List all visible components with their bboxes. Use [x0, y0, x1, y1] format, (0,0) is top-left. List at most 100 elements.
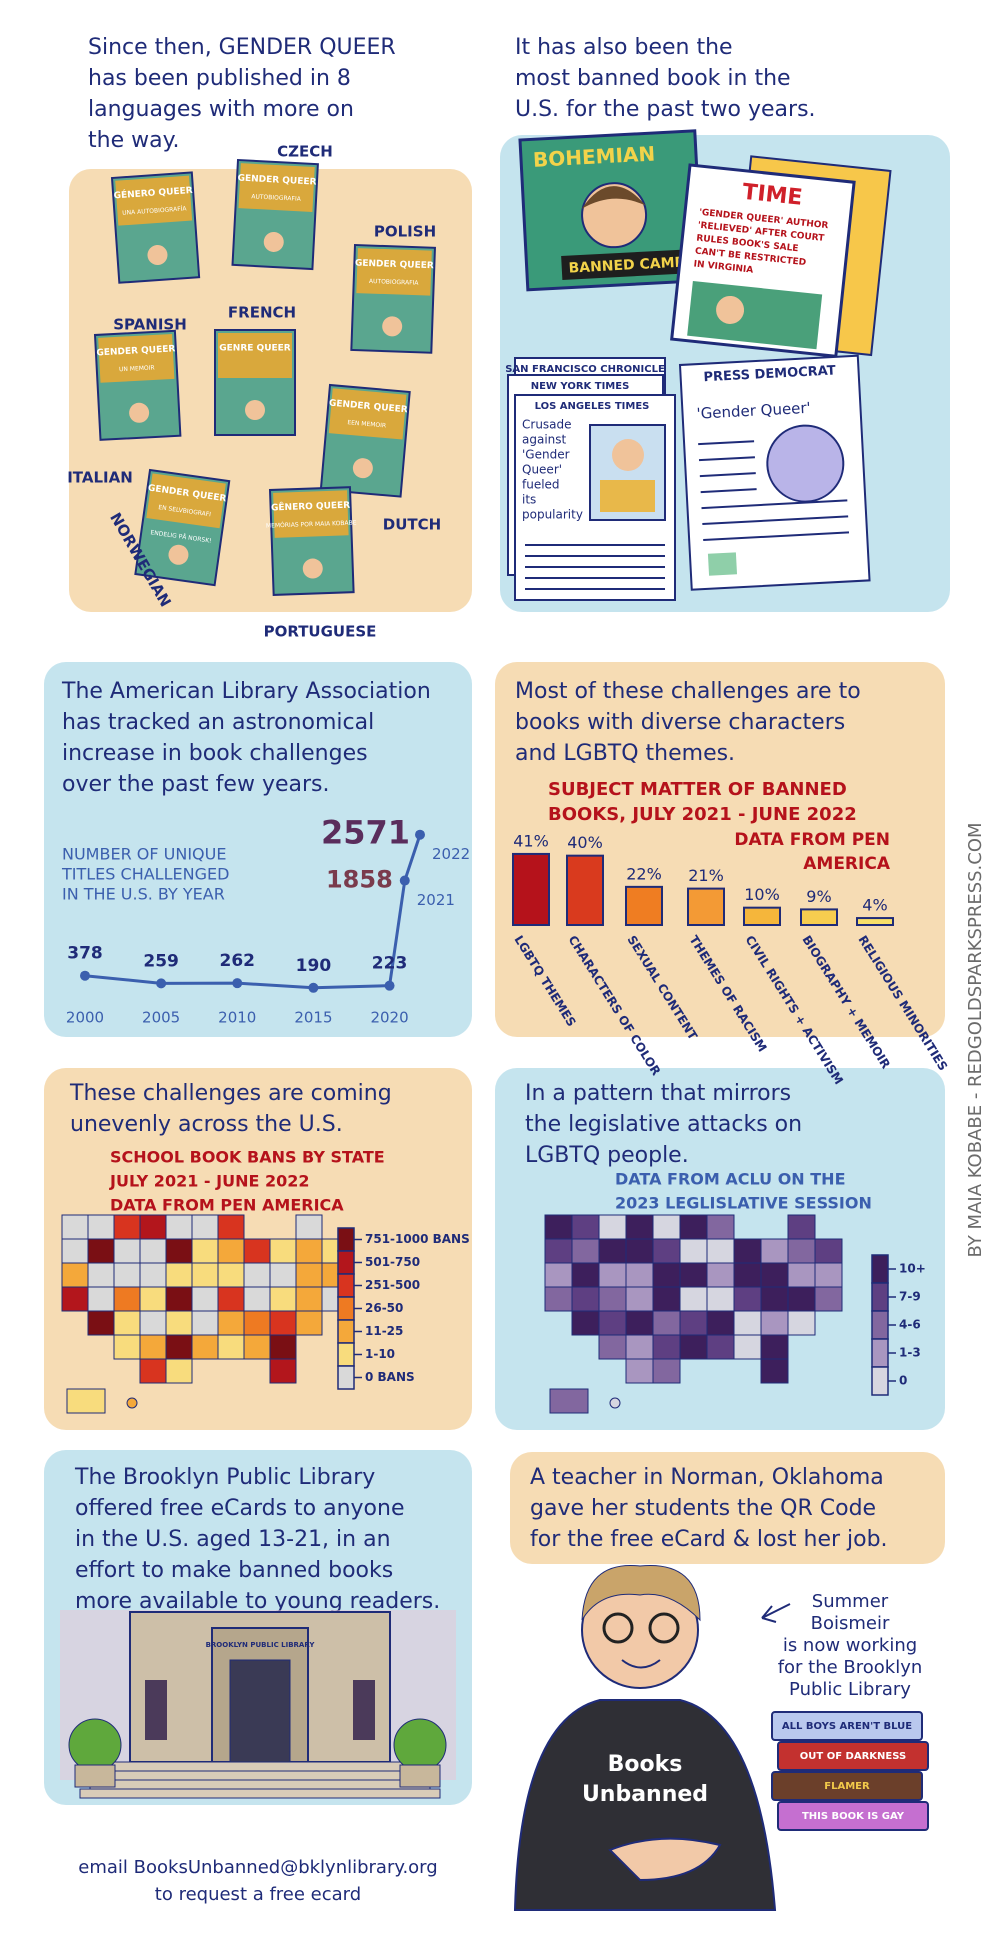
state: [269, 1262, 297, 1288]
book-title: THIS BOOK IS GAY: [802, 1811, 905, 1822]
arrow: [761, 1603, 791, 1623]
legend-swatch: [871, 1310, 889, 1340]
print-line: [700, 488, 757, 494]
state: [544, 1286, 573, 1312]
language-label: ITALIAN: [67, 469, 133, 487]
legend-swatch: [871, 1282, 889, 1312]
state: [652, 1238, 681, 1264]
legend-label: 0: [899, 1374, 907, 1388]
value-label: 262: [220, 951, 256, 971]
state: [165, 1238, 193, 1264]
value-label: 190: [296, 956, 332, 976]
cover-sky: [356, 248, 432, 296]
book-cover: GENDER QUEER UN MEMOIR: [93, 329, 182, 441]
state: [165, 1358, 193, 1384]
map-title: DATA FROM ACLU ON THE: [615, 1170, 846, 1189]
language-label: SPANISH: [113, 316, 187, 334]
headline: fueled: [522, 478, 560, 492]
book-title: FLAMER: [824, 1781, 870, 1792]
state: [217, 1334, 245, 1360]
state: [625, 1262, 654, 1288]
state: [733, 1334, 762, 1360]
panel-text: These challenges are coming: [69, 1081, 392, 1106]
state: [652, 1262, 681, 1288]
panel-text: gave her students the QR Code: [530, 1496, 876, 1521]
state: [191, 1214, 219, 1240]
legend-label: 251-500: [365, 1278, 420, 1292]
legend-label: 10+: [899, 1262, 926, 1276]
state: [625, 1286, 654, 1312]
x-tick-label: 2010: [218, 1009, 256, 1027]
tree: [68, 1718, 122, 1772]
legend-label: 1-3: [899, 1346, 921, 1360]
bar: [512, 852, 550, 927]
step: [99, 1770, 421, 1781]
state: [571, 1262, 600, 1288]
cover-sky: [328, 388, 407, 440]
value-label: 1858: [326, 866, 393, 894]
panel-background: [510, 1452, 945, 1564]
state: [113, 1238, 141, 1264]
smile: [621, 1659, 661, 1669]
bar: [743, 906, 781, 927]
cover-figure: [245, 400, 265, 420]
state: [139, 1358, 167, 1384]
cover-sky: [218, 333, 292, 378]
panel-text: U.S. for the past two years.: [515, 97, 816, 122]
state: [295, 1214, 323, 1240]
state: [760, 1238, 789, 1264]
panel-text: The Brooklyn Public Library: [74, 1465, 375, 1490]
value-label: 223: [372, 954, 408, 974]
panel-text: in the U.S. aged 13-21, in an: [75, 1527, 391, 1552]
caption-band: [561, 249, 693, 280]
headline: 'Gender: [522, 448, 570, 462]
state: [733, 1310, 762, 1336]
headline: its: [522, 493, 536, 507]
state: [544, 1214, 573, 1240]
state: [544, 1262, 573, 1288]
state: [191, 1238, 219, 1264]
window: [353, 1680, 375, 1740]
cover-subtitle: UNA AUTOBIOGRAFÍA: [122, 205, 188, 217]
language-label: POLISH: [374, 223, 436, 241]
legend-swatch: [871, 1366, 889, 1396]
book-cover: GENRE QUEER: [214, 329, 296, 436]
state: [652, 1214, 681, 1240]
state: [679, 1310, 708, 1336]
panel-text: the legislative attacks on: [525, 1112, 802, 1137]
state: [679, 1214, 708, 1240]
state: [165, 1334, 193, 1360]
cover-sky: [273, 490, 349, 538]
glasses: [602, 1612, 634, 1644]
state: [217, 1310, 245, 1336]
value-label: 4%: [862, 896, 887, 915]
credit: BY MAIA KOBABE - REDGOLDSPARKSPRESS.COM: [965, 822, 986, 1257]
value-label: 2571: [321, 814, 410, 852]
legend-label: 26-50: [365, 1301, 403, 1315]
note-text: Boismeir: [811, 1613, 890, 1634]
legend-label: 7-9: [899, 1290, 921, 1304]
x-tick-label: 2000: [66, 1009, 104, 1027]
cover-title: GÊNERO QUEER: [271, 499, 351, 514]
bar: [800, 908, 838, 927]
photo: [707, 552, 738, 576]
panel-text: The American Library Association: [61, 679, 431, 704]
state: [87, 1310, 115, 1336]
hand: [608, 1837, 722, 1882]
state: [61, 1214, 89, 1240]
state: [760, 1286, 789, 1312]
state: [787, 1262, 816, 1288]
panel-background: [44, 662, 472, 1037]
headline: against: [522, 433, 567, 447]
portrait-hair: [581, 186, 646, 209]
state: [679, 1262, 708, 1288]
panel-text: effort to make banned books: [75, 1558, 393, 1583]
state: [625, 1310, 654, 1336]
headline: popularity: [522, 508, 583, 522]
print-line: [698, 440, 755, 446]
legend-label: 1-10: [365, 1347, 395, 1361]
panel-text: and LGBTQ themes.: [515, 741, 735, 766]
cover-subtitle: UN MEMOIR: [119, 364, 155, 373]
x-tick-label: 2015: [294, 1009, 332, 1027]
newspaper-name: LOS ANGELES TIMES: [535, 401, 650, 412]
